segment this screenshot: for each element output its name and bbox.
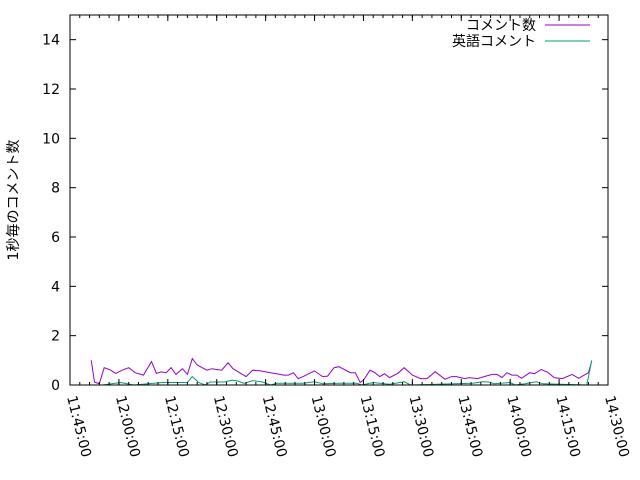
- x-tick-label: 13:30:00: [405, 394, 436, 459]
- legend-label: 英語コメント: [452, 33, 536, 50]
- series-line-0: [90, 357, 593, 385]
- y-tick-label: 0: [51, 378, 60, 394]
- y-tick-label: 2: [51, 329, 60, 345]
- legend-label: コメント数: [466, 18, 536, 34]
- x-tick-label: 12:15:00: [161, 394, 192, 459]
- y-tick-label: 10: [42, 131, 60, 147]
- plot-border: [69, 14, 609, 386]
- x-tick-label: 14:00:00: [503, 394, 534, 459]
- y-tick-label: 4: [51, 279, 60, 295]
- x-tick-label: 12:45:00: [259, 394, 290, 459]
- x-tick-label: 14:30:00: [601, 394, 632, 459]
- x-tick-label: 12:30:00: [210, 394, 241, 459]
- y-axis-label: 1秒毎のコメント数: [6, 140, 22, 261]
- x-tick-label: 13:45:00: [454, 394, 485, 459]
- y-tick-label: 14: [42, 33, 60, 49]
- x-tick-label: 14:15:00: [552, 394, 583, 459]
- x-tick-label: 13:15:00: [357, 394, 388, 459]
- y-tick-label: 8: [51, 181, 60, 197]
- x-tick-label: 13:00:00: [308, 394, 339, 459]
- y-tick-label: 6: [51, 230, 60, 246]
- x-tick-label: 12:00:00: [112, 394, 143, 459]
- y-tick-label: 12: [42, 82, 60, 98]
- x-tick-label: 11:45:00: [63, 394, 94, 459]
